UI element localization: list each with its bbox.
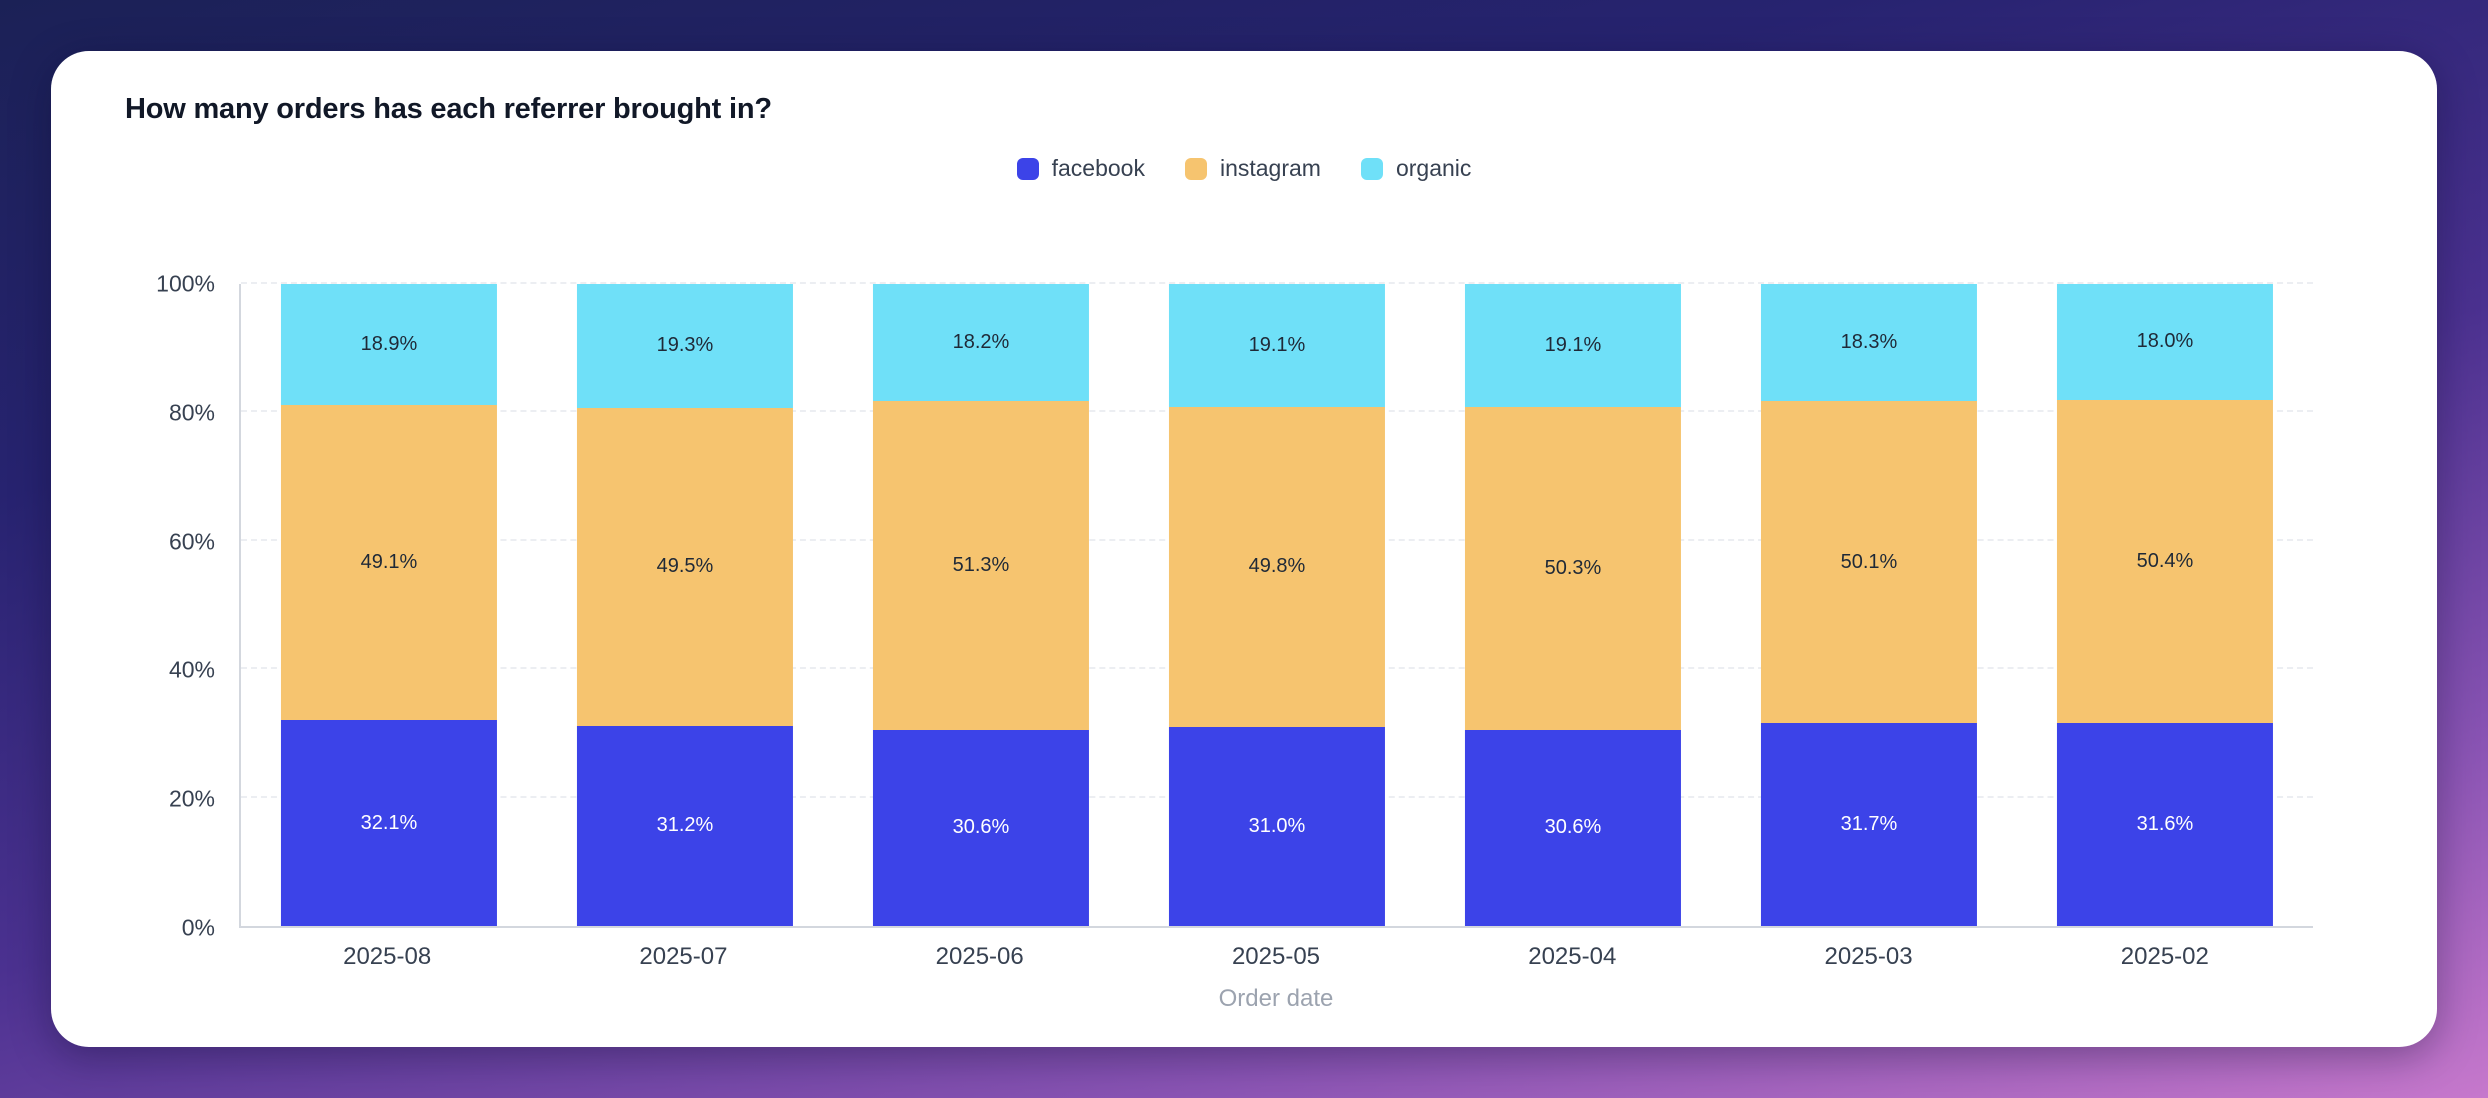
- bar-segment-facebook[interactable]: 30.6%: [1464, 729, 1682, 926]
- bar-segment-facebook[interactable]: 32.1%: [280, 720, 498, 926]
- bar-segment-instagram[interactable]: 49.5%: [576, 407, 794, 726]
- bar-segment-instagram[interactable]: 51.3%: [872, 400, 1090, 730]
- stacked-bar: 18.3% 50.1% 31.7%: [1760, 284, 1978, 927]
- x-tick-label: 2025-05: [1231, 943, 1321, 970]
- bar-segment-facebook[interactable]: 31.2%: [576, 725, 794, 926]
- bar-segment-instagram[interactable]: 50.1%: [1760, 401, 1978, 723]
- chart-legend: facebook instagram organic: [51, 155, 2437, 182]
- x-tick-label: 2025-08: [343, 943, 432, 970]
- x-tick-label: 2025-04: [1528, 943, 1617, 970]
- bar-segment-facebook[interactable]: 31.0%: [1168, 726, 1386, 926]
- bar-column-2025-04: 19.1% 50.3% 30.6%: [1425, 284, 1721, 926]
- legend-item-facebook[interactable]: facebook: [1016, 155, 1145, 182]
- x-axis-title: Order date: [1218, 985, 1334, 1012]
- y-tick-label: 0%: [181, 914, 215, 941]
- legend-label: instagram: [1219, 155, 1321, 181]
- stacked-bar: 18.2% 51.3% 30.6%: [872, 284, 1090, 926]
- bar-segment-organic[interactable]: 19.1%: [1168, 284, 1386, 407]
- plot-area: 18.9% 49.1% 32.1% 19.3% 49.5% 31.2% 18.2% 51.3%…: [239, 282, 2313, 928]
- legend-label: facebook: [1051, 155, 1145, 181]
- bars: 18.9% 49.1% 32.1% 19.3% 49.5% 31.2% 18.2% 51.3%…: [241, 284, 2313, 927]
- bar-column-2025-03: 18.3% 50.1% 31.7%: [1721, 284, 2017, 927]
- stacked-bar: 19.3% 49.5% 31.2%: [576, 284, 794, 926]
- bar-segment-facebook[interactable]: 31.6%: [2056, 723, 2274, 926]
- bar-column-2025-06: 18.2% 51.3% 30.6%: [833, 284, 1129, 926]
- y-tick-label: 40%: [168, 656, 215, 683]
- chart-card: How many orders has each referrer brough…: [51, 51, 2437, 1047]
- bar-column-2025-08: 18.9% 49.1% 32.1%: [241, 284, 537, 926]
- bar-segment-instagram[interactable]: 49.8%: [1168, 406, 1386, 727]
- bar-segment-instagram[interactable]: 50.3%: [1464, 406, 1682, 730]
- gridline: [241, 282, 2313, 284]
- stacked-bar-chart: 0% 20% 40% 60% 80% 100% 18.9% 49.1% 32.1% 19.3% 4…: [123, 271, 2365, 941]
- bar-segment-organic[interactable]: 18.3%: [1760, 284, 1978, 402]
- y-axis: 0% 20% 40% 60% 80% 100%: [123, 271, 239, 941]
- bar-segment-organic[interactable]: 18.0%: [2056, 284, 2274, 400]
- bar-column-2025-07: 19.3% 49.5% 31.2%: [537, 284, 833, 926]
- y-tick-label: 20%: [168, 785, 215, 812]
- bar-column-2025-05: 19.1% 49.8% 31.0%: [1129, 284, 1425, 926]
- bar-segment-organic[interactable]: 19.3%: [576, 284, 794, 408]
- bar-segment-facebook[interactable]: 30.6%: [872, 729, 1090, 926]
- legend-item-instagram[interactable]: instagram: [1184, 155, 1321, 182]
- y-tick-label: 100%: [156, 270, 215, 297]
- x-tick-label: 2025-02: [2120, 943, 2209, 970]
- x-tick-label: 2025-06: [935, 943, 1024, 970]
- legend-swatch-icon: [1360, 157, 1383, 180]
- legend-label: organic: [1395, 155, 1472, 181]
- x-axis: 2025-08 2025-07 2025-06 2025-05 2025-04 2025-…: [239, 943, 2313, 975]
- bar-segment-facebook[interactable]: 31.7%: [1760, 722, 1978, 927]
- page-title: How many orders has each referrer brough…: [125, 93, 772, 125]
- bar-segment-instagram[interactable]: 50.4%: [2056, 399, 2274, 724]
- bar-segment-organic[interactable]: 18.9%: [280, 284, 498, 406]
- stacked-bar: 19.1% 49.8% 31.0%: [1168, 284, 1386, 926]
- y-tick-label: 80%: [168, 399, 215, 426]
- stacked-bar: 18.0% 50.4% 31.6%: [2056, 284, 2274, 926]
- bar-segment-organic[interactable]: 18.2%: [872, 284, 1090, 401]
- legend-item-organic[interactable]: organic: [1360, 155, 1472, 182]
- legend-swatch-icon: [1016, 157, 1039, 180]
- stacked-bar: 18.9% 49.1% 32.1%: [280, 284, 498, 926]
- bar-segment-organic[interactable]: 19.1%: [1464, 284, 1682, 407]
- x-tick-label: 2025-03: [1824, 943, 1913, 970]
- y-tick-label: 60%: [168, 528, 215, 555]
- bar-column-2025-02: 18.0% 50.4% 31.6%: [2017, 284, 2313, 926]
- stacked-bar: 19.1% 50.3% 30.6%: [1464, 284, 1682, 926]
- bar-segment-instagram[interactable]: 49.1%: [280, 405, 498, 721]
- x-tick-label: 2025-07: [639, 943, 728, 970]
- legend-swatch-icon: [1184, 157, 1207, 180]
